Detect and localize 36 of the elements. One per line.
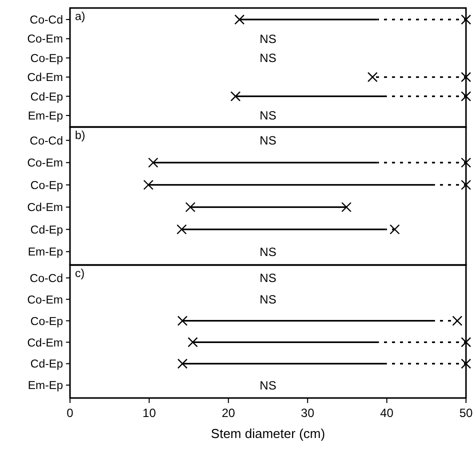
annotation: NS: [260, 32, 276, 46]
y-tick-label: Co-Cd: [30, 272, 63, 285]
y-tick-label: Cd-Em: [27, 202, 63, 214]
chart-title: b): [75, 130, 86, 142]
annotation: NS: [260, 134, 276, 148]
x-tick-label: 50: [459, 406, 473, 420]
annotation: NS: [260, 292, 276, 307]
y-tick-label: Co-Em: [27, 294, 63, 306]
chart-title: c): [75, 268, 85, 280]
x-tick-label: 20: [222, 406, 236, 420]
y-tick-label: Cd-Ep: [30, 358, 63, 371]
x-tick-label: 10: [142, 406, 156, 420]
y-tick-label: Co-Ep: [30, 52, 63, 65]
x-tick-label: 0: [66, 406, 74, 420]
annotation: NS: [260, 108, 276, 123]
annotation: NS: [260, 378, 276, 392]
y-tick-label: Cd-Ep: [30, 91, 63, 104]
y-tick-label: Co-Cd: [30, 14, 63, 27]
y-tick-label: Co-Ep: [30, 180, 63, 192]
y-tick-label: Co-Em: [27, 158, 63, 170]
x-tick-label: 40: [380, 406, 394, 420]
annotation: NS: [260, 244, 276, 259]
y-tick-label: Em-Ep: [28, 380, 63, 392]
y-tick-label: Em-Ep: [28, 110, 63, 123]
chart-title: a): [75, 11, 86, 23]
x-tick-label: 30: [300, 406, 315, 420]
annotation: NS: [260, 51, 276, 66]
y-tick-label: Co-Em: [27, 34, 63, 46]
y-tick-label: Cd-Ep: [30, 224, 63, 236]
y-tick-label: Cd-Em: [27, 337, 63, 350]
annotation: NS: [260, 271, 276, 286]
y-tick-label: Co-Ep: [30, 316, 63, 328]
x-axis-title: Stem diameter (cm): [210, 426, 326, 441]
y-tick-label: Em-Ep: [28, 246, 63, 259]
y-tick-label: Co-Cd: [30, 135, 63, 148]
y-tick-label: Cd-Em: [27, 72, 63, 84]
